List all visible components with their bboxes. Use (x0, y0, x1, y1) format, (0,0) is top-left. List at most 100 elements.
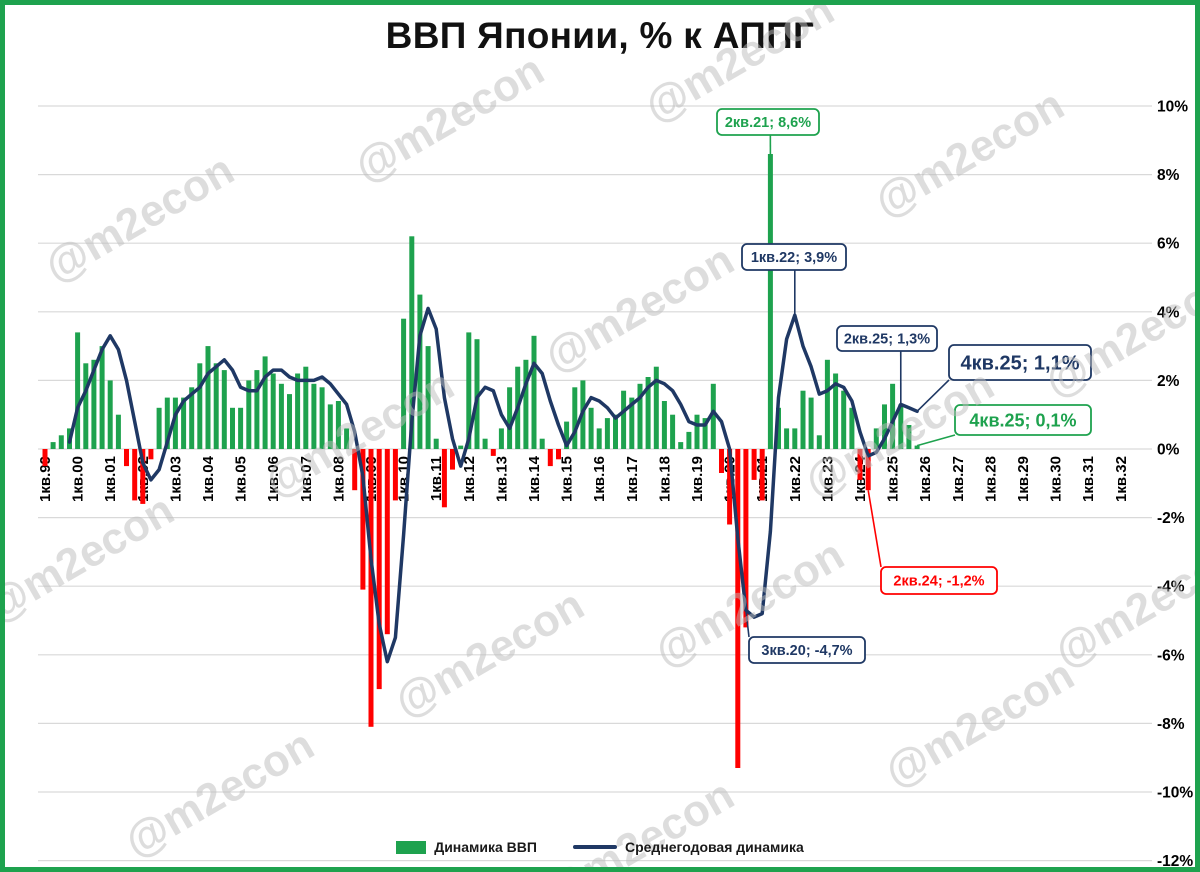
gdp-bar (262, 356, 268, 449)
gdp-bar (735, 449, 741, 768)
gdp-bar (115, 414, 121, 449)
gdp-bar (572, 387, 578, 449)
y-tick-label: 2% (1157, 373, 1180, 390)
gdp-bar (482, 438, 488, 449)
chart-title: ВВП Японии, % к АППГ (385, 15, 815, 56)
gdp-bar (531, 335, 537, 449)
annotation-box (741, 243, 847, 271)
x-tick-label: 1кв.25 (885, 456, 902, 502)
gdp-bar (604, 418, 610, 449)
gdp-bar (645, 377, 651, 449)
gdp-bar (197, 363, 203, 450)
gdp-bar (107, 380, 113, 449)
x-tick-label: 1кв.19 (689, 456, 706, 502)
gdp-bar (327, 404, 333, 449)
x-tick-label: 1кв.23 (819, 456, 836, 502)
gdp-bar (498, 428, 504, 449)
gdp-bar (425, 346, 431, 449)
gdp-bar (588, 407, 594, 449)
gdp-bar (890, 383, 896, 449)
gdp-bar (653, 366, 659, 449)
gdp-bar (490, 449, 496, 456)
x-tick-label: 1кв.13 (493, 456, 510, 502)
y-tick-label: -12% (1157, 853, 1193, 870)
y-tick-label: 10% (1157, 99, 1188, 116)
gdp-bar (816, 435, 822, 449)
x-tick-label: 1кв.16 (591, 456, 608, 502)
gdp-bar (246, 380, 252, 449)
x-tick-label: 1кв.04 (200, 455, 217, 502)
legend-line-swatch-icon (572, 845, 617, 849)
gdp-chart: 10% 8% 6% 4% 2% 0% -2% -4% -6% -8% -10% -12% 1кв.99 1… (37, 99, 1193, 870)
x-tick-label: 1кв.12 (461, 456, 478, 502)
gdp-bar (417, 294, 423, 449)
gdp-bar (205, 346, 211, 449)
gdp-bar (547, 449, 553, 467)
annotation-leader (916, 379, 950, 412)
x-tick-label: 1кв.29 (1015, 456, 1032, 502)
x-tick-label: 1кв.11 (428, 456, 445, 501)
annotation-label: 2кв.25; 1,3% (844, 332, 930, 348)
gdp-bar (75, 332, 81, 449)
y-tick-label: 8% (1157, 167, 1180, 184)
gdp-bar (148, 449, 154, 460)
gdp-bar (873, 428, 879, 449)
y-tick-label: -4% (1157, 579, 1185, 596)
annotation-box (716, 108, 820, 136)
gdp-bar (124, 449, 129, 467)
gdp-bar (213, 363, 219, 450)
gdp-bar (678, 442, 684, 449)
gdp-bar (637, 383, 643, 449)
x-tick-label: 1кв.22 (787, 456, 804, 502)
legend-gdp-label: Динамика ВВП (434, 839, 537, 855)
gdp-bar (808, 397, 814, 449)
gdp-bar (91, 359, 97, 449)
chart-legend: Динамика ВВП Среднегодовая динамика (5, 839, 1195, 855)
legend-bar-swatch-icon (396, 840, 427, 854)
gdp-bar (278, 383, 284, 449)
gdp-bar (409, 236, 415, 449)
gdp-bar (670, 414, 676, 449)
gdp-bar (384, 449, 390, 635)
gdp-bar (564, 421, 570, 449)
x-tick-label: 1кв.00 (70, 456, 87, 502)
gdp-bar (719, 449, 724, 473)
annotation-label: 1кв.22; 3,9% (751, 250, 837, 266)
x-tick-label: 1кв.14 (526, 455, 543, 502)
x-tick-label: 1кв.15 (559, 456, 576, 502)
x-tick-label: 1кв.18 (656, 456, 673, 502)
gdp-bar (352, 449, 358, 491)
gdp-bar (230, 407, 235, 449)
gdp-bar (303, 366, 309, 449)
gdp-bar (221, 370, 227, 449)
gdp-bar (776, 407, 781, 449)
annotation-box (954, 404, 1092, 436)
gdp-bar (156, 407, 162, 449)
gdp-bar (759, 449, 765, 501)
x-tick-label: 1кв.26 (917, 456, 934, 502)
gdp-bar (507, 387, 513, 449)
gdp-bar (172, 397, 178, 449)
gdp-bar (849, 407, 855, 449)
gdp-bar (906, 425, 912, 449)
gdp-bar (661, 401, 667, 449)
gdp-bar (181, 397, 187, 449)
annotation-leader (867, 490, 882, 568)
avg-line (67, 306, 919, 664)
gdp-bar (401, 318, 407, 449)
x-tick-label: 1кв.27 (950, 456, 967, 502)
gdp-bar (792, 428, 798, 449)
gdp-bar (898, 404, 904, 449)
x-tick-label: 1кв.17 (624, 456, 641, 502)
x-tick-label: 1кв.03 (167, 456, 184, 502)
x-tick-label: 1кв.99 (37, 456, 54, 502)
gdp-bar (629, 397, 635, 449)
gdp-bar (833, 373, 839, 449)
gdp-bar (800, 390, 806, 449)
gdp-bar (319, 387, 325, 449)
annotation-label: 4кв.25; 1,1% (960, 353, 1079, 375)
gdp-bar (767, 154, 773, 449)
annotation-box (948, 344, 1092, 381)
annotation-label: 2кв.24; -1,2% (893, 574, 984, 590)
